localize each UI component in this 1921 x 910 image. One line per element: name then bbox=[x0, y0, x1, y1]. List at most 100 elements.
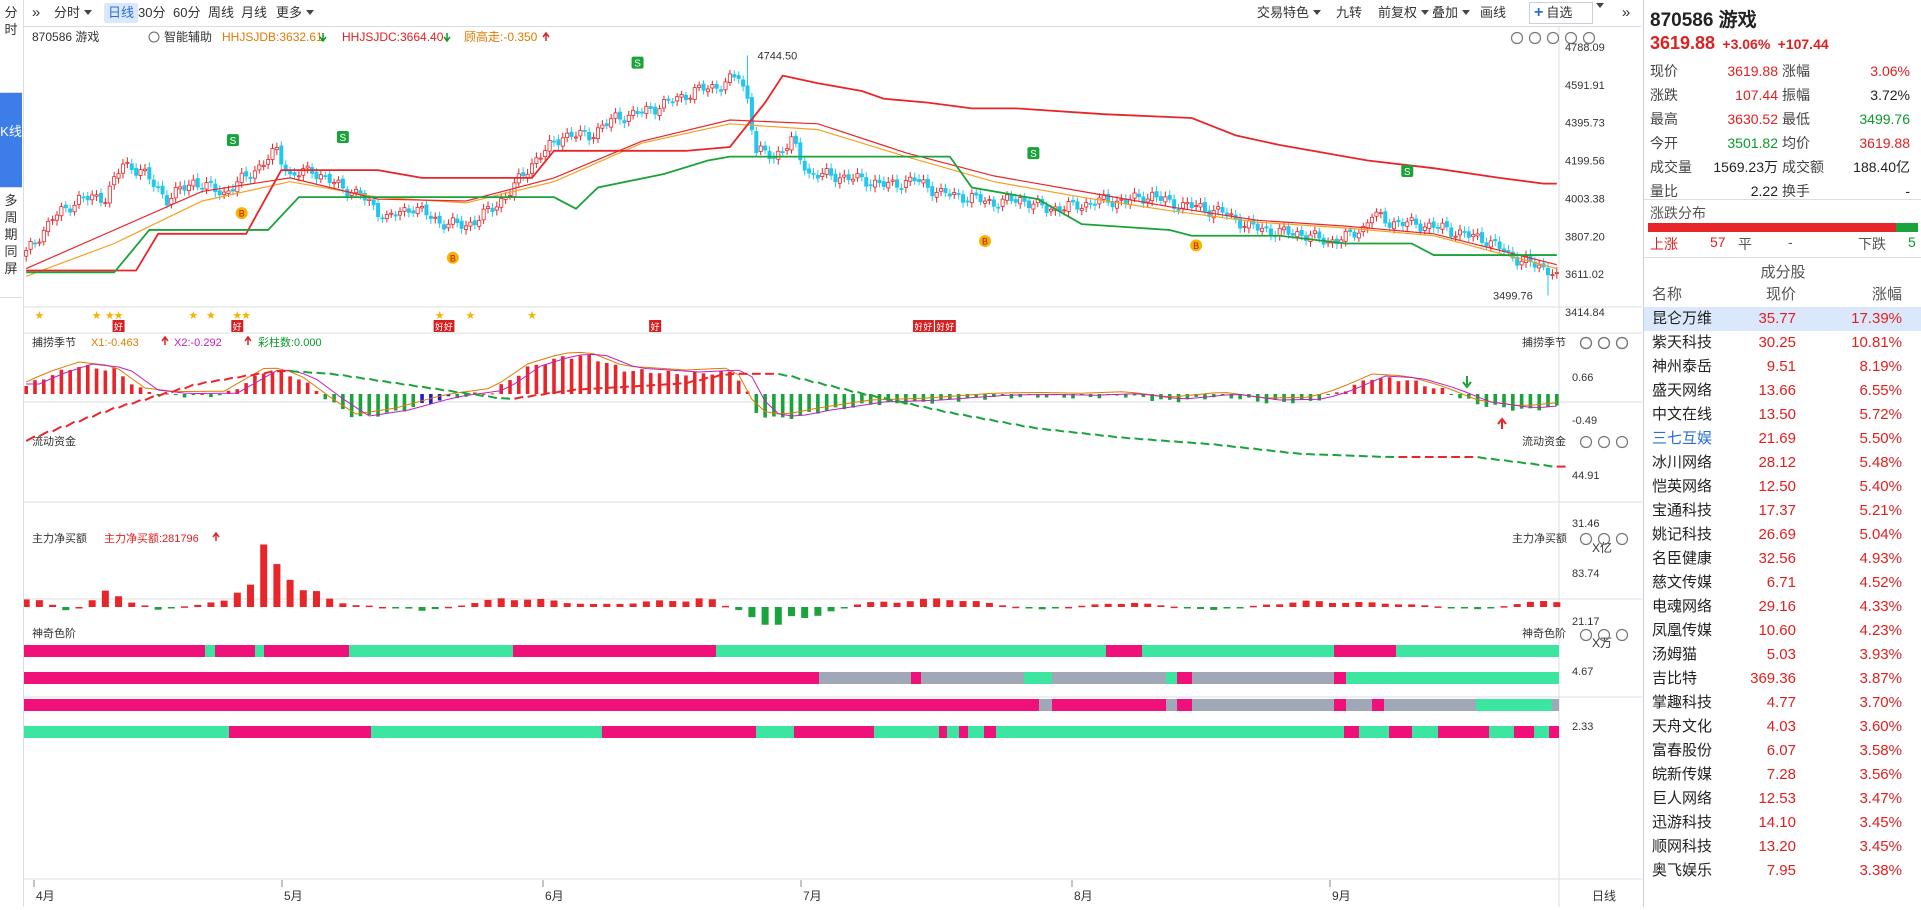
candle-body bbox=[33, 243, 36, 244]
close-icon[interactable] bbox=[1617, 630, 1628, 641]
candle-body bbox=[403, 208, 406, 212]
candle-body bbox=[588, 132, 591, 140]
gear-icon[interactable] bbox=[1581, 630, 1592, 641]
candle-body bbox=[1551, 275, 1554, 276]
sidebar-tab-kline[interactable]: K线 bbox=[0, 93, 22, 188]
net-buy-bar bbox=[313, 591, 320, 607]
toolbar-item-3[interactable]: 60分 bbox=[169, 3, 204, 23]
constituent-price: 21.69 bbox=[1758, 427, 1796, 451]
candle-body bbox=[926, 179, 929, 187]
candle-body bbox=[891, 180, 894, 181]
zoom-in-icon[interactable] bbox=[1530, 33, 1541, 44]
help-icon[interactable] bbox=[1599, 437, 1610, 448]
header-name[interactable]: 名称 bbox=[1652, 283, 1682, 307]
close-icon[interactable] bbox=[1617, 534, 1628, 545]
flow-segment bbox=[1267, 450, 1276, 451]
close-icon[interactable] bbox=[1617, 437, 1628, 448]
candle-body bbox=[865, 178, 868, 187]
toolbar-right-item-1[interactable]: 九转 bbox=[1332, 3, 1366, 23]
gear-icon[interactable] bbox=[1581, 534, 1592, 545]
flow-segment bbox=[488, 396, 497, 398]
candle-body bbox=[1265, 227, 1268, 228]
smart-assist-toggle[interactable]: 智能辅助 bbox=[164, 29, 212, 44]
net-buy-bar bbox=[603, 604, 610, 607]
oscillator-bar bbox=[851, 394, 855, 408]
toolbar-item-4[interactable]: 周线 bbox=[204, 3, 238, 23]
net-buy-bar bbox=[616, 604, 623, 607]
net-buy-bar bbox=[141, 605, 148, 607]
header-price[interactable]: 现价 bbox=[1766, 283, 1796, 307]
toolbar-item-label: 画线 bbox=[1480, 5, 1506, 20]
sidebar-tab-multi-period[interactable]: 多周期同屏 bbox=[0, 188, 22, 298]
toolbar-right-item-3[interactable]: 叠加 bbox=[1428, 3, 1474, 23]
oscillator-bar bbox=[702, 373, 706, 394]
toolbar-item-0[interactable]: 分时 bbox=[50, 3, 96, 23]
net-buy-bar bbox=[894, 603, 901, 607]
color-band-segment bbox=[24, 672, 819, 684]
candle-body bbox=[812, 173, 815, 174]
toolbar-item-6[interactable]: 更多 bbox=[272, 3, 318, 23]
net-buy-bar bbox=[168, 607, 175, 609]
chevron-down-icon[interactable] bbox=[149, 32, 159, 42]
watchlist-button[interactable]: +自选 bbox=[1529, 2, 1593, 24]
gear-icon[interactable] bbox=[1581, 437, 1592, 448]
flow-segment bbox=[92, 412, 101, 417]
net-buy-bar bbox=[260, 545, 267, 608]
oscillator-bar bbox=[1529, 394, 1533, 408]
help-icon[interactable] bbox=[1599, 338, 1610, 349]
candle-body bbox=[992, 200, 995, 206]
x-axis-period-label[interactable]: 日线 bbox=[1592, 889, 1616, 903]
oscillator-bar bbox=[200, 394, 204, 395]
zoom-out-icon[interactable] bbox=[1548, 33, 1559, 44]
toolbar-item-2[interactable]: 30分 bbox=[134, 3, 169, 23]
close-icon[interactable] bbox=[1617, 338, 1628, 349]
sub3-axis-tick: 83.74 bbox=[1572, 568, 1600, 580]
net-buy-bar bbox=[1012, 607, 1019, 609]
flow-segment bbox=[844, 389, 853, 392]
double-chevron-right-icon[interactable]: » bbox=[26, 3, 46, 23]
star-icon: ★ bbox=[92, 310, 102, 322]
sidebar-tab-timeshare[interactable]: 分时 bbox=[0, 0, 22, 93]
net-buy-bar bbox=[1052, 607, 1059, 609]
double-chevron-right-icon[interactable]: » bbox=[1616, 3, 1636, 23]
constituent-price: 17.37 bbox=[1758, 499, 1796, 523]
candle-body bbox=[1445, 222, 1448, 227]
toolbar-right-item-0[interactable]: 交易特色 bbox=[1253, 3, 1325, 23]
toolbar-right-item-2[interactable]: 前复权 bbox=[1374, 3, 1433, 23]
candle-body bbox=[596, 128, 599, 139]
share-icon[interactable] bbox=[1512, 33, 1523, 44]
header-pct[interactable]: 涨幅 bbox=[1872, 283, 1902, 307]
toolbar-item-1[interactable]: 日线 bbox=[104, 3, 138, 23]
candle-body bbox=[451, 218, 454, 224]
gear-icon[interactable] bbox=[1581, 338, 1592, 349]
constituent-name: 盛天网络 bbox=[1652, 379, 1712, 403]
toolbar-right-item-4[interactable]: 画线 bbox=[1476, 3, 1510, 23]
candle-body bbox=[77, 195, 80, 204]
toolbar-item-5[interactable]: 月线 bbox=[237, 3, 271, 23]
